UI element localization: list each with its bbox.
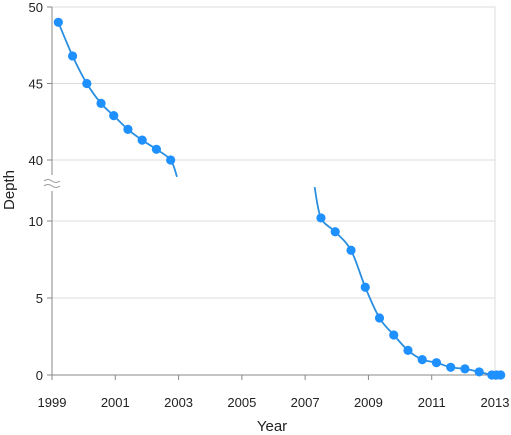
data-point[interactable] <box>431 358 442 368</box>
data-point[interactable] <box>123 124 133 134</box>
y-tick-label-5: 5 <box>36 291 43 306</box>
data-point[interactable] <box>417 355 427 365</box>
data-point[interactable] <box>82 78 92 89</box>
y-axis-label: Depth <box>1 170 18 210</box>
data-point[interactable] <box>53 17 63 27</box>
data-point[interactable] <box>109 111 119 121</box>
grid-lines <box>52 6 496 376</box>
data-point[interactable] <box>496 370 506 380</box>
x-tick-label-2013: 2013 <box>481 395 510 410</box>
data-point[interactable] <box>374 313 385 323</box>
axis-break-symbol <box>43 177 61 189</box>
x-tick-label-2011: 2011 <box>418 395 446 410</box>
y-tick-label-10: 10 <box>29 214 43 229</box>
data-point[interactable] <box>460 364 470 374</box>
data-point[interactable] <box>389 330 399 340</box>
data-point[interactable] <box>330 227 340 237</box>
y-tick-label-40: 40 <box>29 153 43 168</box>
data-point[interactable] <box>151 144 162 154</box>
axes <box>43 6 496 380</box>
x-tick-label-1999: 1999 <box>38 395 67 410</box>
data-point[interactable] <box>346 245 356 255</box>
y-tick-label-45: 45 <box>29 77 43 92</box>
y-tick-label-50: 50 <box>29 0 43 15</box>
data-point[interactable] <box>474 367 484 377</box>
data-point[interactable] <box>166 155 176 165</box>
data-point[interactable] <box>316 213 326 223</box>
data-point[interactable] <box>403 345 413 355</box>
x-axis-label: Year <box>257 418 287 435</box>
data-point[interactable] <box>360 282 370 292</box>
data-point[interactable] <box>67 51 78 61</box>
x-tick-label-2007: 2007 <box>291 395 320 410</box>
data-point[interactable] <box>446 362 456 372</box>
series-depth <box>53 17 506 380</box>
x-tick-label-2001: 2001 <box>101 395 130 410</box>
data-point[interactable] <box>96 98 106 108</box>
series-line-segment-2 <box>313 186 501 377</box>
y-tick-label-0: 0 <box>36 368 43 383</box>
series-line-segment-1 <box>57 21 178 178</box>
x-tick-label-2009: 2009 <box>354 395 383 410</box>
data-point[interactable] <box>137 135 147 145</box>
x-tick-label-2003: 2003 <box>164 395 193 410</box>
x-tick-label-2005: 2005 <box>227 395 256 410</box>
